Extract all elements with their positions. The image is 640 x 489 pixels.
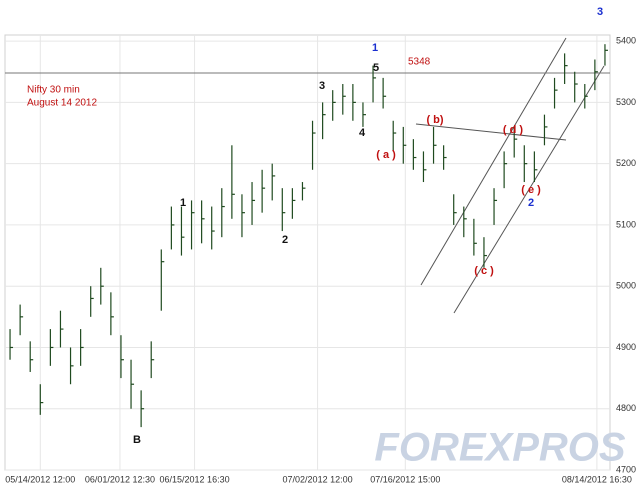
wave-label: B [133,434,141,446]
chart-subtitle: August 14 2012 [27,98,97,109]
wave-label: 5 [373,62,379,74]
x-tick-label: 06/15/2012 16:30 [160,474,230,484]
wave-label: 2 [282,234,288,246]
trend-lines [415,37,605,314]
x-tick-label: 07/16/2012 15:00 [370,474,440,484]
y-tick-label: 4700 [616,464,636,474]
x-tick-label: 05/14/2012 12:00 [5,474,75,484]
wave-label: 1 [372,42,378,54]
wave-label: ( c ) [474,265,494,277]
y-tick-label: 5200 [616,158,636,168]
x-tick-label: 08/14/2012 16:30 [562,474,632,484]
wave-label: 4 [359,127,366,139]
y-tick-label: 5000 [616,281,636,291]
y-tick-label: 5100 [616,219,636,229]
wave-label: ( b) [426,114,443,126]
b-d-line [415,123,567,141]
channel-lower [453,65,605,314]
watermark: FOREXPROS [374,426,625,470]
y-tick-label: 4900 [616,342,636,352]
wave-label: ( e ) [521,184,541,196]
wave-label: 2 [528,197,534,209]
y-tick-label: 5400 [616,36,636,46]
chart-title: Nifty 30 min [27,85,80,96]
x-tick-label: 06/01/2012 12:30 [85,474,155,484]
wave-label: 1 [180,197,186,209]
y-tick-label: 4800 [616,403,636,413]
plot-area [4,34,611,471]
channel-upper [420,37,567,286]
wave-label: 3 [319,80,325,92]
wave-label: 3 [597,6,603,18]
reference-label: 5348 [408,57,431,68]
wave-label: ( a ) [376,149,396,161]
x-tick-label: 07/02/2012 12:00 [283,474,353,484]
y-tick-label: 5300 [616,97,636,107]
wave-label: ( d ) [503,124,523,136]
